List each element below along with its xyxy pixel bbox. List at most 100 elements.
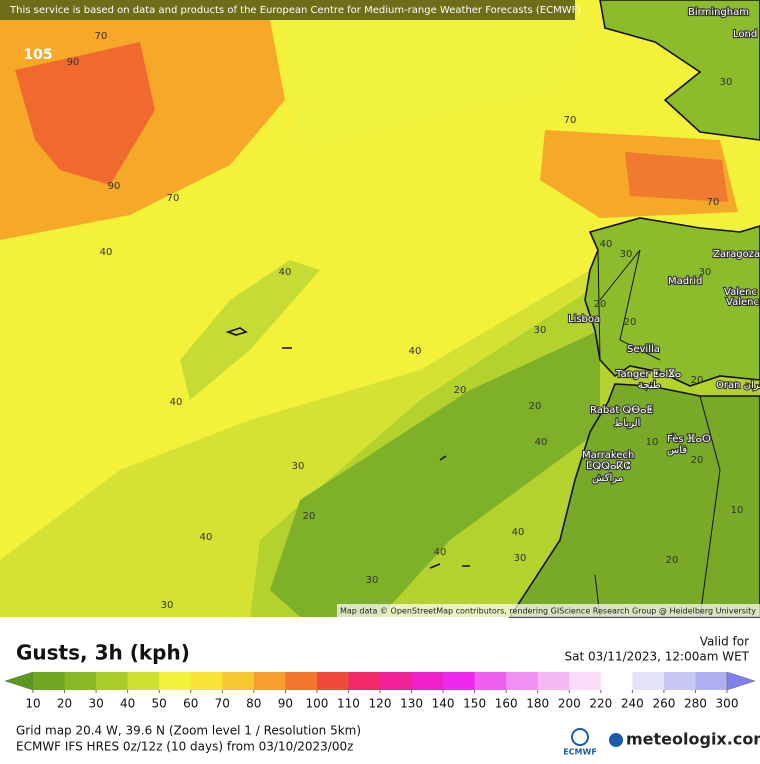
colorbar-tick-label: 90	[278, 697, 293, 711]
colorbar-swatch	[443, 672, 476, 690]
colorbar-swatch	[348, 672, 381, 690]
colorbar-swatch	[380, 672, 413, 690]
city-label: Zaragoza	[713, 249, 760, 260]
border	[594, 249, 721, 618]
contour-labels: 70 90 90 70 40 40 70 70 30 40 30 20 20 4…	[67, 31, 744, 611]
city-label: Oran وهران	[716, 380, 760, 391]
cities: Birmingham Lond Zaragoza Madrid Valenc V…	[567, 6, 760, 485]
colorbar-swatch	[33, 672, 66, 690]
contour-label: 40	[100, 247, 113, 258]
contour-label: 20	[691, 455, 704, 466]
contour-label: 40	[279, 267, 292, 278]
gust-area	[625, 152, 728, 202]
colorbar-swatch	[506, 672, 539, 690]
colorbar-swatch	[663, 672, 696, 690]
city-label: Birmingham	[688, 7, 749, 18]
legend-panel: Gusts, 3h (kph) Valid for Sat 03/11/2023…	[4, 635, 760, 757]
contour-label: 30	[292, 461, 305, 472]
city-label: ⵎⵕⵕⴰⴽⵛ	[586, 461, 630, 472]
gust-area	[15, 42, 155, 185]
valid-label: Valid for	[700, 635, 749, 649]
colorbar-tick-label: 50	[152, 697, 167, 711]
colorbar-tick-label: 130	[400, 697, 423, 711]
contour-label: 70	[95, 31, 108, 42]
brand[interactable]: meteologix.com	[626, 730, 760, 749]
land	[599, 0, 760, 141]
colorbar-swatch	[600, 672, 633, 690]
colorbar-swatch	[222, 672, 255, 690]
contour-label: 20	[691, 375, 704, 386]
colorbar-tick-label: 10	[25, 697, 40, 711]
colorbar-swatch	[411, 672, 444, 690]
colorbar-tick-label: 240	[621, 697, 644, 711]
contour-label: 90	[67, 57, 80, 68]
colorbar-swatch	[537, 672, 570, 690]
contour-label: 30	[720, 77, 733, 88]
colorbar-swatch	[96, 672, 129, 690]
city-label: فاس	[667, 445, 687, 456]
contour-label: 30	[620, 249, 633, 260]
colorbar-tick-label: 260	[652, 697, 675, 711]
colorbar: 10 20 30 40 50 60 70 80 90 100 110 120 130 140 150 160 1…	[4, 671, 756, 711]
contour-label: 70	[564, 115, 577, 126]
map: 105 70 90 90 70 40 40 70 70 30 40 30 20 …	[0, 0, 760, 618]
colorbar-tick-label: 180	[526, 697, 549, 711]
city-label: الرباط	[614, 418, 640, 429]
city-label: Marrakech	[582, 450, 634, 461]
contour-label: 20	[529, 401, 542, 412]
gust-area	[270, 330, 600, 617]
colorbar-tick-label: 30	[88, 697, 103, 711]
colorbar-tick-label: 220	[589, 697, 612, 711]
contour-label: 30	[514, 553, 527, 564]
model-info: ECMWF IFS HRES 0z/12z (10 days) from 03/…	[16, 740, 353, 754]
colorbar-swatch	[127, 672, 160, 690]
city-label: Rabat ⵕⴱⴰⵟ	[590, 405, 653, 416]
contour-label: 30	[366, 575, 379, 586]
colorbar-tick-label: 20	[57, 697, 72, 711]
contour-label: 20	[666, 555, 679, 566]
city-label: مراكش	[592, 473, 623, 484]
colorbar-tick-label: 80	[246, 697, 261, 711]
title: Gusts, 3h (kph)	[16, 641, 190, 665]
city-label: Lond	[733, 29, 757, 40]
colorbar-swatch	[285, 672, 318, 690]
contour-label: 40	[200, 532, 213, 543]
brand-icon	[609, 733, 623, 747]
contour-label: 30	[534, 325, 547, 336]
city-label: Lisboa	[568, 314, 600, 325]
valid-time: Sat 03/11/2023, 12:00am WET	[565, 650, 750, 664]
city-label: Madrid	[668, 276, 702, 287]
contour-label: 40	[600, 239, 613, 250]
contour-label: 70	[707, 197, 720, 208]
max-value: 105	[23, 47, 52, 63]
colorbar-tick-label: 110	[337, 697, 360, 711]
colorbar-tick-label: 280	[684, 697, 707, 711]
contour-label: 40	[409, 346, 422, 357]
colorbar-swatch	[316, 672, 349, 690]
contour-label: 20	[303, 511, 316, 522]
gust-area	[280, 20, 590, 150]
colorbar-swatch	[64, 672, 97, 690]
gust-area	[180, 260, 320, 400]
colorbar-tick-label: 300	[716, 697, 739, 711]
contour-label: 40	[512, 527, 525, 538]
contour-label: 20	[594, 299, 607, 310]
colorbar-swatch	[253, 672, 286, 690]
attribution-background	[337, 604, 760, 617]
colorbar-swatch	[632, 672, 665, 690]
colorbar-tick-label: 120	[369, 697, 392, 711]
banner-background	[0, 0, 575, 20]
contour-label: 40	[535, 437, 548, 448]
colorbar-swatch	[159, 672, 192, 690]
contour-label: 20	[624, 317, 637, 328]
colorbar-arrow	[4, 671, 34, 691]
city-label: Sevilla	[627, 344, 660, 355]
grid-info: Grid map 20.4 W, 39.6 N (Zoom level 1 / …	[16, 724, 361, 738]
contour-label: 70	[167, 193, 180, 204]
contour-label: 10	[646, 437, 659, 448]
colorbar-tick-label: 150	[463, 697, 486, 711]
city-label: طنجة	[638, 380, 661, 391]
colorbar-tick-label: 100	[305, 697, 328, 711]
colorbar-tick-label: 140	[432, 697, 455, 711]
colorbar-swatch	[569, 672, 602, 690]
